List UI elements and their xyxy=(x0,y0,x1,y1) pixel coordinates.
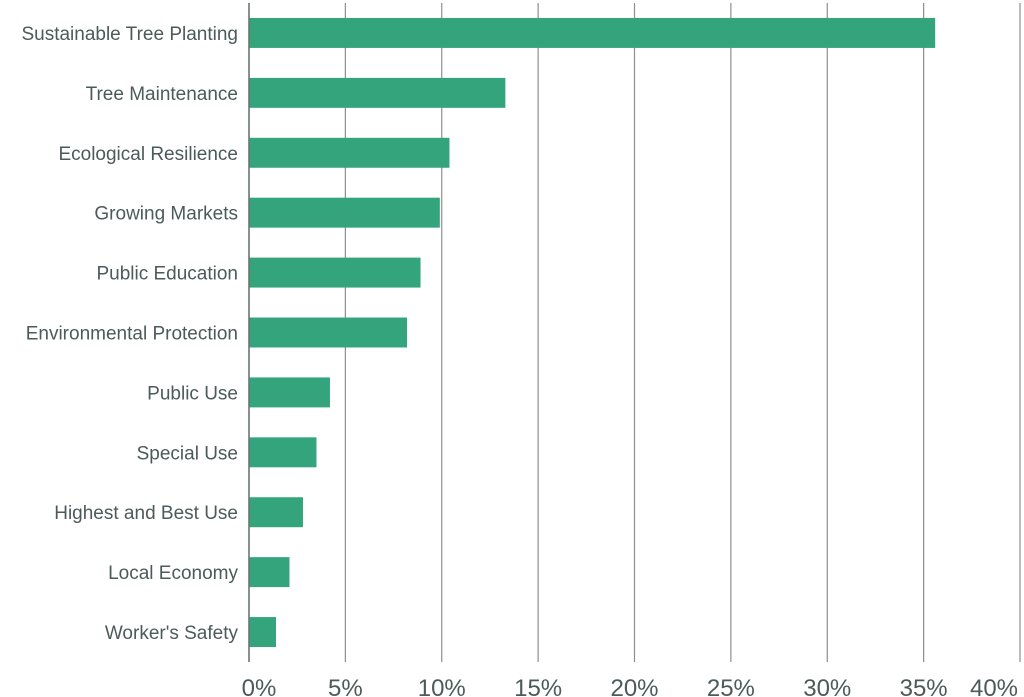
category-label: Local Economy xyxy=(108,563,238,584)
category-label: Growing Markets xyxy=(94,204,238,225)
x-tick-label: 20% xyxy=(610,675,658,697)
bar xyxy=(249,197,440,228)
bar xyxy=(249,377,330,408)
bar xyxy=(249,437,317,468)
bar xyxy=(249,497,303,528)
category-label: Ecological Resilience xyxy=(58,144,238,165)
x-tick-label: 30% xyxy=(803,675,851,697)
bar xyxy=(249,257,421,288)
x-tick-labels: 0% 5% 10% 15% 20% 25% 30% 35% 40% xyxy=(242,675,1018,697)
x-tick-label: 10% xyxy=(418,675,466,697)
bar xyxy=(249,557,290,588)
bar xyxy=(249,17,936,48)
x-tick-label: 15% xyxy=(514,675,562,697)
category-label: Public Use xyxy=(147,383,238,404)
bar xyxy=(249,617,276,648)
category-labels: Sustainable Tree Planting Tree Maintenanc… xyxy=(21,24,238,644)
category-label: Environmental Protection xyxy=(26,324,238,345)
bar xyxy=(249,317,408,348)
bar xyxy=(249,77,506,108)
x-tick-label: 5% xyxy=(328,675,363,697)
x-tick-label: 35% xyxy=(900,675,948,697)
bars xyxy=(249,17,936,648)
gridlines xyxy=(344,3,1021,662)
category-label: Highest and Best Use xyxy=(54,503,238,524)
category-label: Public Education xyxy=(96,264,238,285)
x-tick-label: 0% xyxy=(242,675,277,697)
bar xyxy=(249,137,450,168)
x-tick-label: 40% xyxy=(970,675,1018,697)
x-tick-label: 25% xyxy=(707,675,755,697)
category-label: Sustainable Tree Planting xyxy=(21,24,238,45)
category-label: Tree Maintenance xyxy=(86,84,238,105)
category-label: Worker's Safety xyxy=(105,623,239,644)
category-label: Special Use xyxy=(137,443,238,464)
